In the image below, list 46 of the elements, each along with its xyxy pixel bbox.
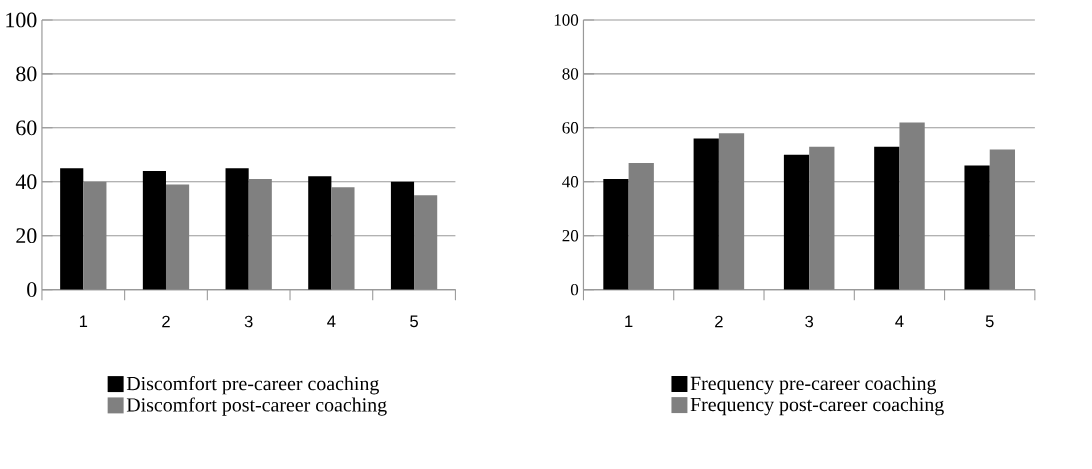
y-tick-label: 0 bbox=[570, 283, 579, 296]
bar bbox=[165, 184, 190, 290]
x-tick-label: 5 bbox=[410, 315, 418, 327]
legend-label: Discomfort pre-career coaching bbox=[126, 375, 379, 395]
y-tick-label: 20 bbox=[16, 228, 37, 243]
bar bbox=[414, 195, 438, 290]
bar bbox=[248, 178, 272, 290]
bar bbox=[331, 186, 355, 290]
bar bbox=[874, 146, 900, 290]
y-tick-label: 40 bbox=[15, 174, 37, 189]
bar bbox=[142, 170, 166, 290]
bar bbox=[899, 122, 925, 290]
y-tick-label: 60 bbox=[562, 121, 579, 134]
y-tick-label: 80 bbox=[16, 66, 37, 82]
y-tick-label: 60 bbox=[16, 120, 37, 136]
x-tick-label: 2 bbox=[715, 315, 723, 328]
bar bbox=[603, 178, 629, 290]
x-tick-label: 3 bbox=[805, 315, 814, 328]
bar bbox=[809, 146, 835, 290]
legend-label: Discomfort post-career coaching bbox=[126, 397, 387, 416]
x-tick-label: 1 bbox=[625, 315, 633, 327]
bar bbox=[83, 181, 107, 290]
x-tick-label: 4 bbox=[895, 315, 904, 327]
bar bbox=[783, 154, 810, 290]
legend-label: Frequency post-career coaching bbox=[690, 397, 944, 416]
bar bbox=[989, 149, 1016, 290]
x-tick-label: 1 bbox=[79, 315, 88, 327]
x-tick-label: 4 bbox=[327, 315, 336, 327]
bar bbox=[60, 168, 84, 290]
x-tick-label: 2 bbox=[162, 315, 170, 328]
x-tick-label: 5 bbox=[985, 315, 994, 328]
bar bbox=[693, 138, 719, 290]
bar bbox=[718, 133, 745, 290]
bar bbox=[308, 176, 332, 290]
bar bbox=[628, 162, 654, 290]
y-tick-label: 80 bbox=[562, 67, 579, 80]
y-tick-label: 100 bbox=[554, 14, 579, 26]
y-tick-label: 100 bbox=[6, 12, 37, 28]
x-tick-label: 3 bbox=[244, 315, 253, 328]
bar bbox=[964, 165, 990, 290]
y-tick-label: 40 bbox=[562, 175, 579, 188]
y-tick-label: 0 bbox=[27, 282, 37, 297]
bar bbox=[225, 168, 249, 290]
y-tick-label: 20 bbox=[562, 229, 579, 242]
legend-label: Frequency pre-career coaching bbox=[690, 375, 937, 394]
bar bbox=[390, 181, 415, 290]
